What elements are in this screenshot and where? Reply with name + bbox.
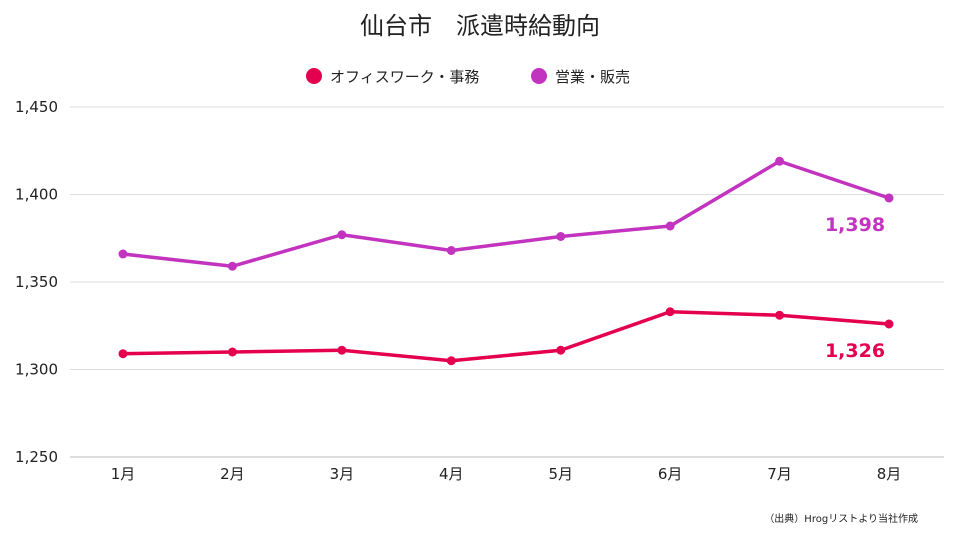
chart-title: 仙台市 派遣時給動向 bbox=[360, 12, 600, 40]
data-point bbox=[665, 307, 675, 317]
data-point bbox=[556, 345, 566, 355]
y-tick-label: 1,300 bbox=[15, 361, 58, 379]
data-point bbox=[227, 261, 237, 271]
x-tick-label: 5月 bbox=[548, 465, 573, 483]
legend-label-office: オフィスワーク・事務 bbox=[330, 68, 479, 86]
legend-label-sales: 営業・販売 bbox=[555, 68, 630, 86]
y-tick-label: 1,350 bbox=[15, 273, 58, 291]
y-tick-label: 1,450 bbox=[15, 98, 58, 116]
data-point bbox=[118, 249, 128, 259]
data-point bbox=[884, 319, 894, 329]
x-tick-label: 7月 bbox=[767, 465, 792, 483]
data-point bbox=[446, 246, 456, 255]
x-tick-label: 8月 bbox=[877, 465, 902, 483]
x-axis: 1月 2月 3月 4月 5月 6月 7月 8月 bbox=[111, 465, 902, 483]
y-tick-label: 1,400 bbox=[15, 186, 58, 204]
data-point bbox=[337, 230, 347, 240]
y-tick-label: 1,250 bbox=[15, 448, 58, 466]
legend: オフィスワーク・事務 営業・販売 bbox=[306, 68, 630, 86]
data-point bbox=[227, 347, 237, 357]
series-line-sales bbox=[121, 159, 891, 268]
end-labels: 1,326 1,398 bbox=[825, 214, 885, 362]
x-tick-label: 3月 bbox=[330, 465, 355, 483]
data-point bbox=[775, 156, 785, 166]
x-tick-label: 4月 bbox=[439, 465, 464, 483]
data-point bbox=[665, 221, 675, 231]
end-value-label: 1,326 bbox=[825, 340, 885, 362]
end-value-label: 1,398 bbox=[825, 214, 885, 236]
source-note: （出典）Hrogリストより当社作成 bbox=[764, 512, 918, 525]
data-point bbox=[118, 349, 128, 359]
x-tick-label: 2月 bbox=[220, 465, 245, 483]
x-tick-label: 6月 bbox=[658, 465, 683, 483]
data-point bbox=[556, 232, 566, 241]
legend-marker-sales bbox=[531, 68, 547, 84]
data-point bbox=[884, 193, 894, 203]
series-line-office bbox=[121, 310, 891, 363]
gridlines bbox=[70, 106, 944, 458]
legend-marker-office bbox=[306, 68, 322, 84]
series-group bbox=[118, 156, 894, 366]
x-tick-label: 1月 bbox=[111, 465, 136, 483]
y-axis: 1,250 1,300 1,350 1,400 1,450 bbox=[15, 98, 58, 466]
data-point bbox=[446, 356, 456, 366]
data-point bbox=[775, 310, 785, 320]
data-point bbox=[337, 345, 347, 355]
